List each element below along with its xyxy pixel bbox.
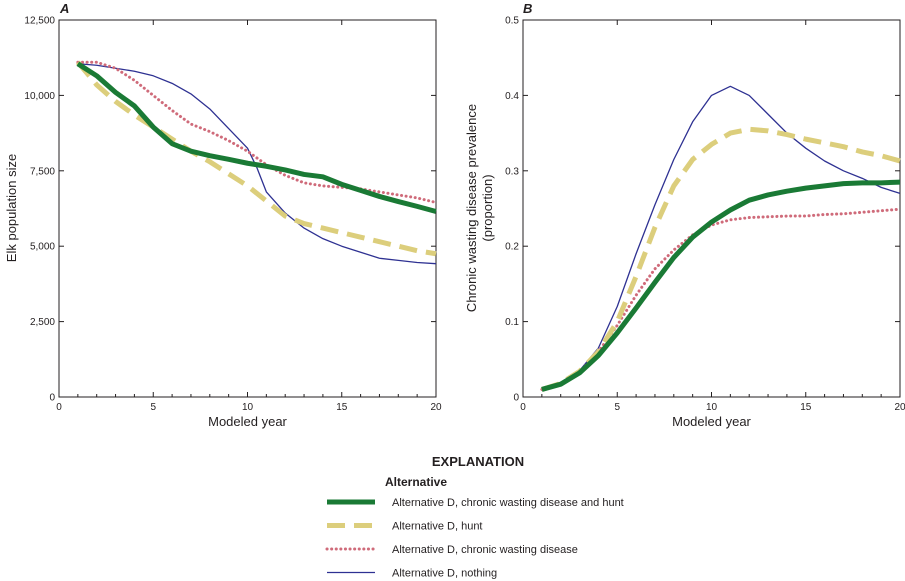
panel-a-x-tick-label: 20 — [430, 402, 442, 413]
panel-a-y-tick-label: 12,500 — [24, 16, 55, 27]
panel-b-x-tick-label: 20 — [894, 402, 905, 413]
panel-b-x-tick-label: 0 — [520, 402, 526, 413]
panel-b-x-tick-label: 15 — [800, 402, 812, 413]
legend-label: Alternative D, chronic wasting disease — [392, 544, 578, 556]
panel-b-y-tick-label: 0.2 — [505, 242, 519, 253]
panel-a-x-tick-label: 5 — [150, 402, 156, 413]
panel-b-x-tick-label: 5 — [614, 402, 620, 413]
panel-b-y-axis-label-line2: (proportion) — [480, 174, 495, 241]
legend-label: Alternative D, chronic wasting disease a… — [392, 497, 624, 509]
panel-b-plot-frame — [522, 19, 901, 398]
panel-a-ticks: 0 5 10 15 20 0 2,500 5,000 7,500 10,000 12,500 — [24, 16, 442, 414]
legend-label: Alternative D, hunt — [392, 521, 483, 533]
panel-b-series — [540, 85, 902, 392]
panel-b-y-tick-label: 0.5 — [505, 16, 519, 27]
panel-b-y-tick-label: 0.4 — [505, 91, 519, 102]
panel-a-series-alternative-d-chronic-wasting-disease-and-hunt — [76, 61, 437, 214]
panel-a-series-alternative-d-hunt — [75, 60, 437, 257]
panel-b-series-alternative-d-chronic-wasting-disease-and-hunt — [541, 179, 901, 392]
legend-title: EXPLANATION — [432, 454, 524, 469]
panel-b-y-tick-label: 0 — [513, 393, 519, 404]
panel-a-chart: A 0 5 10 15 20 0 2,500 5,000 7,500 10,000 12,500 M… — [4, 1, 442, 429]
panel-a-plot-frame — [58, 19, 437, 398]
panel-a-x-tick-label: 0 — [56, 402, 62, 413]
panel-b-y-tick-label: 0.1 — [505, 317, 519, 328]
panel-a-y-tick-label: 2,500 — [30, 317, 55, 328]
legend-items: Alternative D, chronic wasting disease a… — [325, 497, 624, 580]
panel-b-y-axis-label: Chronic wasting disease prevalence — [464, 104, 479, 312]
panel-b-series-alternative-d-chronic-wasting-disease — [540, 207, 902, 391]
panel-a-x-tick-label: 15 — [336, 402, 348, 413]
legend: EXPLANATION Alternative Alternative D, c… — [325, 454, 624, 580]
panel-a-label: A — [59, 1, 69, 16]
legend-label: Alternative D, nothing — [392, 568, 497, 580]
panel-a-y-tick-label: 0 — [49, 393, 55, 404]
panel-a-series-alternative-d-nothing — [77, 63, 437, 265]
panel-a-x-axis-label: Modeled year — [208, 414, 287, 429]
panel-a-y-tick-label: 5,000 — [30, 242, 55, 253]
panel-b-x-axis-label: Modeled year — [672, 414, 751, 429]
panel-a-y-tick-label: 10,000 — [24, 91, 55, 102]
panel-a-series — [75, 60, 438, 265]
panel-b-y-tick-label: 0.3 — [505, 166, 519, 177]
panel-a-y-axis-label: Elk population size — [4, 154, 19, 262]
panel-a-x-tick-label: 10 — [242, 402, 254, 413]
panel-b-series-alternative-d-nothing — [541, 85, 901, 391]
panel-b-x-tick-label: 10 — [706, 402, 718, 413]
panel-b-ticks: 0 5 10 15 20 0 0.1 0.2 0.3 0.4 0.5 — [505, 16, 905, 414]
panel-a-series-alternative-d-chronic-wasting-disease — [76, 60, 438, 204]
legend-subtitle: Alternative — [385, 475, 447, 489]
panel-b-series-alternative-d-hunt — [541, 126, 901, 392]
panel-b-label: B — [523, 1, 532, 16]
panel-a-y-tick-label: 7,500 — [30, 166, 55, 177]
